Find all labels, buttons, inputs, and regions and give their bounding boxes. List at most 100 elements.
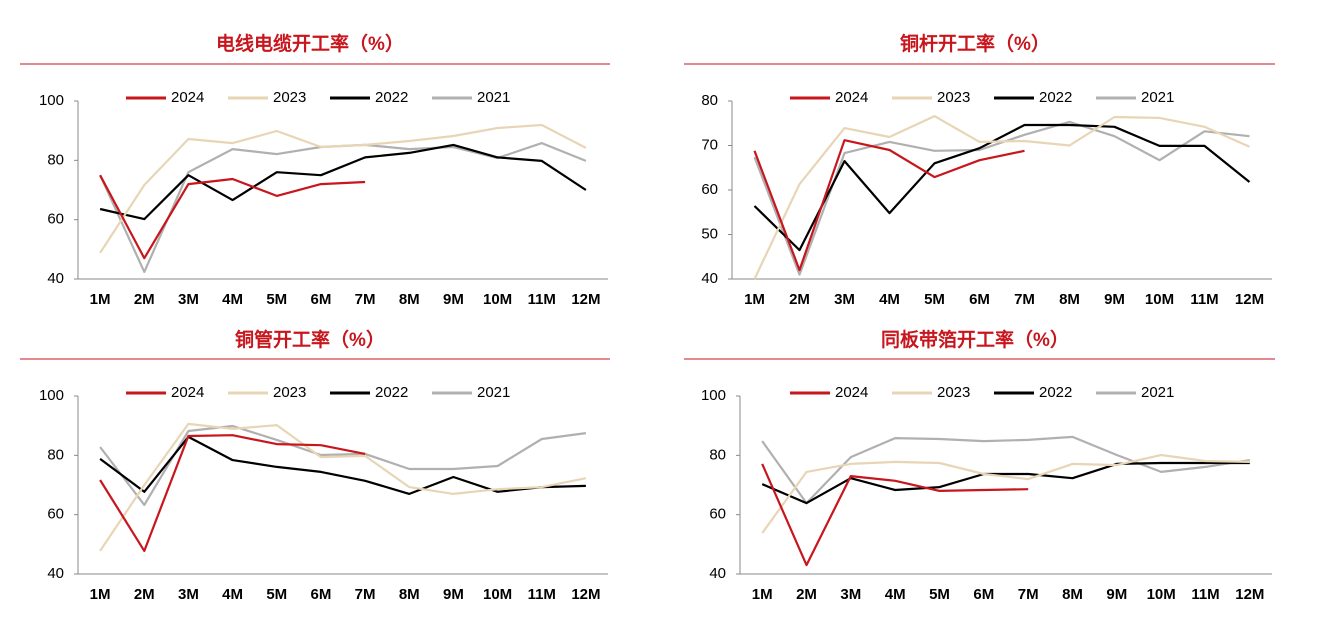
x-tick-label: 4M: [879, 291, 900, 308]
series-line: [99, 422, 587, 552]
y-tick-label: 100: [701, 387, 726, 404]
y-tick-label: 100: [39, 387, 64, 404]
series-line: [761, 435, 1250, 505]
legend-label: 2022: [1039, 384, 1072, 401]
x-tick-label: 6M: [969, 291, 990, 308]
x-tick-label: 6M: [310, 291, 331, 308]
series-line: [753, 123, 1251, 252]
x-tick-label: 5M: [924, 291, 945, 308]
x-tick-label: 2M: [796, 586, 817, 603]
legend-label: 2023: [273, 89, 306, 106]
legend-label: 2022: [1039, 89, 1072, 106]
x-tick-label: 7M: [355, 291, 376, 308]
series-line: [99, 143, 587, 221]
legend-label: 2021: [1141, 89, 1174, 106]
legend-label: 2021: [477, 89, 510, 106]
x-tick-label: 8M: [1059, 291, 1080, 308]
legend-label: 2024: [835, 384, 868, 401]
y-tick-label: 60: [709, 506, 726, 523]
x-tick-label: 5M: [266, 586, 287, 603]
x-tick-label: 9M: [1106, 586, 1127, 603]
y-tick-label: 40: [701, 270, 718, 287]
legend-label: 2022: [375, 384, 408, 401]
legend-label: 2021: [477, 384, 510, 401]
series-line: [99, 123, 587, 254]
x-tick-label: 3M: [178, 586, 199, 603]
series-line: [99, 435, 586, 495]
x-tick-label: 12M: [1235, 586, 1264, 603]
chart-title: 铜管开工率（%）: [235, 328, 385, 351]
legend-label: 2024: [171, 89, 204, 106]
y-tick-label: 70: [701, 136, 718, 153]
x-tick-label: 6M: [973, 586, 994, 603]
x-tick-label: 5M: [266, 291, 287, 308]
legend-label: 2024: [835, 89, 868, 106]
x-tick-label: 2M: [134, 586, 155, 603]
chart-title: 铜杆开工率（%）: [900, 32, 1050, 55]
y-tick-label: 50: [701, 225, 718, 242]
legend-label: 2022: [375, 89, 408, 106]
x-tick-label: 3M: [834, 291, 855, 308]
series-line: [761, 463, 1029, 567]
x-tick-label: 4M: [222, 291, 243, 308]
y-tick-label: 80: [47, 151, 64, 168]
series-line: [761, 461, 1250, 505]
x-tick-label: 3M: [840, 586, 861, 603]
x-tick-label: 2M: [789, 291, 810, 308]
x-tick-label: 7M: [355, 586, 376, 603]
y-tick-label: 60: [47, 506, 64, 523]
x-tick-label: 1M: [744, 291, 765, 308]
x-tick-label: 1M: [752, 586, 773, 603]
series-line: [753, 139, 1025, 272]
x-tick-label: 1M: [90, 586, 111, 603]
x-tick-label: 9M: [1104, 291, 1125, 308]
y-tick-label: 60: [701, 181, 718, 198]
x-tick-label: 12M: [1235, 291, 1264, 308]
x-tick-label: 11M: [1190, 291, 1218, 308]
x-tick-label: 12M: [571, 586, 600, 603]
y-tick-label: 80: [709, 446, 726, 463]
x-tick-label: 4M: [222, 586, 243, 603]
x-tick-label: 10M: [483, 586, 512, 603]
legend-label: 2021: [1141, 384, 1174, 401]
x-tick-label: 8M: [399, 586, 420, 603]
legend-label: 2024: [171, 384, 204, 401]
series-line: [753, 115, 1250, 280]
series-line: [99, 174, 366, 260]
y-tick-label: 40: [47, 565, 64, 582]
x-tick-label: 11M: [1191, 586, 1219, 603]
y-tick-label: 80: [47, 446, 64, 463]
x-tick-label: 10M: [1147, 586, 1176, 603]
series-line: [99, 434, 366, 552]
x-tick-label: 5M: [929, 586, 950, 603]
x-tick-label: 3M: [178, 291, 199, 308]
y-tick-label: 40: [47, 270, 64, 287]
legend-label: 2023: [937, 89, 970, 106]
series-line: [99, 142, 587, 273]
x-tick-label: 11M: [528, 586, 556, 603]
x-tick-label: 1M: [90, 291, 111, 308]
x-tick-label: 9M: [443, 586, 464, 603]
x-tick-label: 7M: [1014, 291, 1035, 308]
x-tick-label: 8M: [399, 291, 420, 308]
x-tick-label: 2M: [134, 291, 155, 308]
chart-title: 电线电缆开工率（%）: [216, 32, 404, 55]
x-tick-label: 4M: [885, 586, 906, 603]
legend-label: 2023: [937, 384, 970, 401]
x-tick-label: 11M: [528, 291, 556, 308]
x-tick-label: 10M: [483, 291, 512, 308]
chart-title: 同板带箔开工率（%）: [881, 328, 1069, 351]
x-tick-label: 6M: [310, 586, 331, 603]
y-tick-label: 80: [701, 92, 718, 109]
y-tick-label: 60: [47, 211, 64, 228]
x-tick-label: 10M: [1145, 291, 1174, 308]
x-tick-label: 12M: [571, 291, 600, 308]
series-line: [761, 453, 1250, 534]
legend-label: 2023: [273, 384, 306, 401]
series-line: [99, 424, 587, 506]
x-tick-label: 8M: [1062, 586, 1083, 603]
x-tick-label: 7M: [1018, 586, 1039, 603]
x-tick-label: 9M: [443, 291, 464, 308]
